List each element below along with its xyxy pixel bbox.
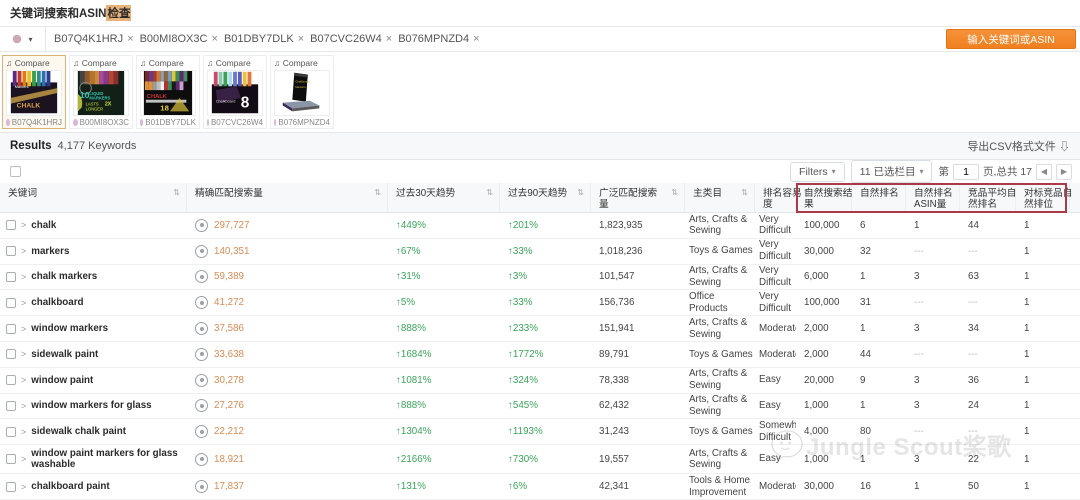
svg-text:CHALK: CHALK [17, 102, 41, 109]
svg-text:MARKERS: MARKERS [89, 96, 110, 101]
svg-text:Chalkboard: Chalkboard [295, 79, 310, 83]
svg-text:Markers: Markers [15, 85, 29, 89]
svg-text:2X: 2X [105, 102, 112, 108]
svg-text:8: 8 [241, 94, 250, 111]
svg-text:Chalkboard: Chalkboard [216, 100, 236, 104]
svg-text:Markers: Markers [295, 85, 306, 89]
svg-text:CHALK: CHALK [147, 94, 168, 100]
svg-text:LONGER: LONGER [86, 106, 103, 111]
svg-text:18: 18 [160, 103, 169, 112]
